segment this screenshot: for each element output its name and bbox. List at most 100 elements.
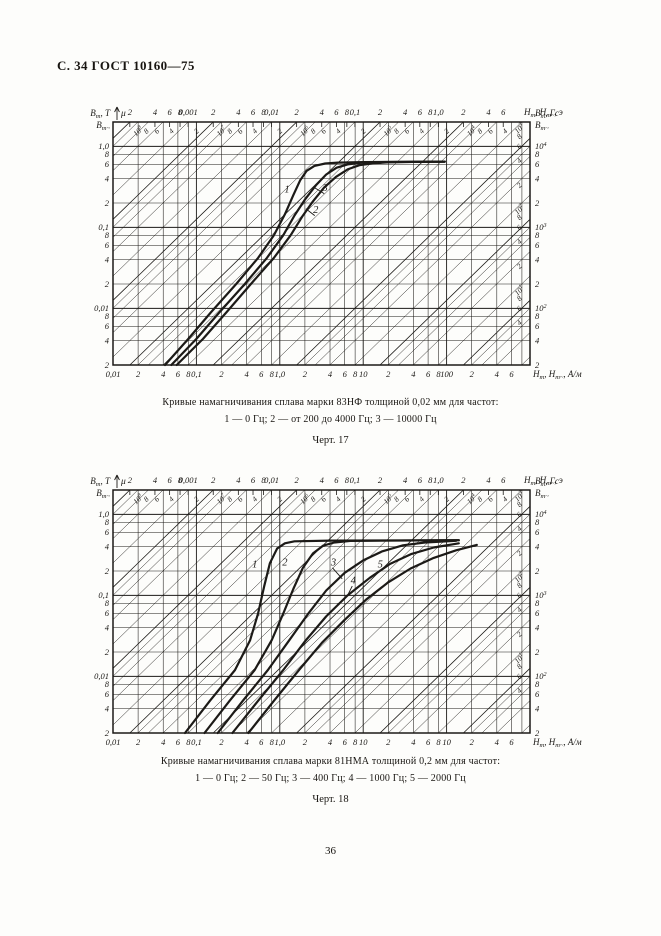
svg-text:2: 2 (303, 369, 308, 379)
svg-text:104: 104 (535, 141, 547, 151)
svg-text:4: 4 (486, 475, 491, 485)
svg-text:4: 4 (403, 475, 408, 485)
svg-text:102: 102 (535, 303, 547, 313)
svg-text:8: 8 (392, 126, 401, 135)
svg-text:2: 2 (378, 475, 383, 485)
svg-text:0,001: 0,001 (179, 475, 198, 485)
svg-text:4: 4 (535, 335, 540, 345)
svg-text:4: 4 (244, 369, 249, 379)
y-axis-left-title: Bm, Т (90, 108, 111, 120)
svg-text:1,0: 1,0 (98, 509, 109, 519)
svg-text:8: 8 (535, 517, 540, 527)
svg-text:8: 8 (428, 475, 433, 485)
svg-text:6: 6 (105, 240, 110, 250)
curve-1 (163, 160, 446, 367)
svg-text:8: 8 (353, 737, 358, 747)
svg-text:4: 4 (328, 369, 333, 379)
svg-text:100: 100 (440, 369, 454, 379)
svg-text:4: 4 (535, 703, 540, 713)
svg-text:6: 6 (515, 304, 524, 313)
svg-text:2: 2 (211, 107, 216, 117)
svg-text:2: 2 (295, 475, 300, 485)
svg-text:0,1: 0,1 (350, 475, 361, 485)
svg-text:8: 8 (270, 737, 275, 747)
svg-text:6: 6 (105, 608, 110, 618)
mu-axis-symbol: μ (120, 109, 126, 119)
svg-text:4: 4 (105, 703, 110, 713)
svg-text:103: 103 (512, 490, 526, 504)
svg-text:6: 6 (515, 223, 524, 232)
svg-text:107: 107 (215, 492, 229, 506)
svg-text:8: 8 (515, 294, 524, 303)
svg-text:8: 8 (392, 494, 401, 503)
svg-text:4: 4 (500, 494, 509, 503)
figure-17-caption-line: Кривые намагничивания сплава марки 83НФ … (162, 397, 499, 408)
svg-text:Bm~: Bm~ (96, 120, 110, 132)
x-axis-top-title: Hm, Hm~, э (523, 107, 563, 119)
svg-text:8: 8 (270, 369, 275, 379)
svg-text:2: 2 (535, 198, 540, 208)
svg-text:6: 6 (535, 240, 540, 250)
svg-text:8: 8 (475, 126, 484, 135)
curve-3 (170, 160, 446, 367)
page-header: С. 34 ГОСТ 10160—75 (57, 58, 195, 73)
svg-text:6: 6 (334, 107, 339, 117)
svg-text:6: 6 (486, 126, 495, 135)
svg-text:8: 8 (515, 581, 524, 590)
svg-text:8: 8 (105, 149, 110, 159)
svg-text:8: 8 (535, 230, 540, 240)
svg-text:4: 4 (167, 126, 176, 135)
svg-text:1,0: 1,0 (433, 475, 444, 485)
svg-text:8: 8 (178, 475, 183, 485)
svg-text:6: 6 (334, 475, 339, 485)
svg-text:102: 102 (512, 571, 526, 585)
svg-text:0,001: 0,001 (179, 107, 198, 117)
svg-text:108: 108 (131, 124, 145, 138)
svg-text:6: 6 (501, 475, 506, 485)
svg-text:2: 2 (105, 198, 110, 208)
svg-text:2: 2 (128, 107, 133, 117)
svg-text:4: 4 (535, 622, 540, 632)
svg-text:2: 2 (136, 737, 141, 747)
svg-text:6: 6 (236, 126, 245, 135)
svg-text:4: 4 (167, 494, 176, 503)
svg-text:0,01: 0,01 (94, 303, 109, 313)
svg-text:106: 106 (298, 124, 312, 138)
svg-text:4: 4 (334, 494, 343, 503)
svg-text:2: 2 (515, 180, 524, 189)
svg-text:2: 2 (461, 475, 466, 485)
figure-17-label: Черт. 17 (312, 435, 349, 446)
svg-text:8: 8 (105, 311, 110, 321)
svg-text:4: 4 (250, 126, 259, 135)
svg-text:4: 4 (105, 173, 110, 183)
curve-label-1: 1 (284, 184, 289, 195)
svg-text:6: 6 (251, 475, 256, 485)
svg-text:6: 6 (105, 689, 110, 699)
svg-text:4: 4 (236, 475, 241, 485)
svg-text:6: 6 (105, 159, 110, 169)
svg-text:0,01: 0,01 (264, 107, 279, 117)
curve-label-2: 2 (282, 557, 288, 568)
svg-text:4: 4 (515, 686, 524, 695)
svg-text:2: 2 (386, 737, 391, 747)
svg-text:4: 4 (320, 107, 325, 117)
svg-text:8: 8 (535, 311, 540, 321)
svg-text:6: 6 (167, 107, 172, 117)
svg-text:6: 6 (319, 494, 328, 503)
svg-text:4: 4 (535, 173, 540, 183)
svg-text:4: 4 (236, 107, 241, 117)
svg-text:4: 4 (105, 335, 110, 345)
curve-label-2: 2 (313, 205, 319, 216)
svg-text:6: 6 (418, 107, 423, 117)
svg-text:4: 4 (334, 126, 343, 135)
svg-text:108: 108 (131, 492, 145, 506)
svg-text:8: 8 (225, 126, 234, 135)
svg-text:1,0: 1,0 (274, 369, 285, 379)
figure-18-label: Черт. 18 (312, 794, 349, 805)
svg-text:2: 2 (535, 647, 540, 657)
svg-text:4: 4 (417, 126, 426, 135)
svg-text:8: 8 (309, 494, 318, 503)
svg-text:6: 6 (426, 737, 431, 747)
svg-text:6: 6 (251, 107, 256, 117)
svg-text:6: 6 (515, 672, 524, 681)
